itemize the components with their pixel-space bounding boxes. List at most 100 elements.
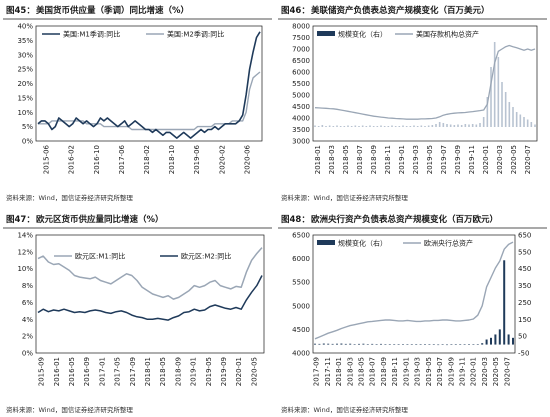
- change-bar: [437, 344, 440, 346]
- change-bar: [317, 126, 320, 127]
- y-tick-label: 7500: [292, 34, 310, 42]
- x-tick-label: 2019-01: [190, 357, 198, 386]
- change-bar: [468, 344, 470, 345]
- change-bar: [343, 126, 346, 127]
- chart-panel-fed-balance: 图46： 美联储资产负债表总资产规模变化（百万美元） 3000 3500 4000 4…: [275, 0, 550, 208]
- x-tick-label: 2018-11: [391, 357, 399, 386]
- y-tick-label: 3500: [292, 126, 310, 134]
- change-bar: [460, 125, 463, 127]
- series-line-m1: [37, 31, 261, 139]
- series-line-ecb-assets: [314, 241, 514, 340]
- y-tick-label: 6500: [292, 57, 310, 65]
- x-tick-label: 2018-05: [342, 145, 350, 174]
- chart-title: 美联储资产负债表总资产规模变化（百万美元）: [311, 5, 490, 16]
- x-tick-label: 2018-11: [384, 145, 392, 174]
- change-bar: [314, 343, 316, 345]
- change-bar: [358, 343, 360, 345]
- y-tick-label: 7000: [292, 46, 310, 54]
- change-bar: [485, 339, 488, 345]
- change-bar: [387, 126, 390, 127]
- change-bar: [410, 344, 413, 345]
- change-bar: [497, 57, 500, 127]
- change-bar: [530, 122, 533, 127]
- y2-tick-label: 250: [518, 299, 531, 307]
- change-bar: [453, 125, 456, 127]
- x-tick-label: 2017-11: [324, 357, 332, 386]
- y2-tick-label: -50: [518, 350, 529, 358]
- y-tick-label: 0%: [22, 350, 33, 358]
- change-bar: [449, 124, 452, 127]
- legend-label-assets: 欧洲央行总资产: [424, 239, 473, 248]
- change-bar: [428, 344, 431, 345]
- x-tick-label: 2015-09: [38, 357, 46, 386]
- x-tick-label: 2018-03: [328, 145, 336, 174]
- change-bar: [347, 125, 349, 127]
- x-tick-label: 2019-09: [220, 357, 228, 386]
- change-bar: [336, 343, 338, 345]
- change-bar: [397, 344, 400, 345]
- change-bar: [468, 124, 470, 127]
- x-tick-label: 2020-05: [510, 145, 518, 174]
- change-bar: [424, 126, 426, 127]
- change-bar: [376, 126, 379, 127]
- change-bar: [415, 344, 418, 345]
- y-tick-label: 5000: [292, 92, 310, 100]
- change-bar: [498, 329, 501, 345]
- y-tick-label: 6%: [22, 299, 33, 307]
- y-tick-label: 5500: [292, 279, 310, 287]
- change-bar: [431, 125, 434, 127]
- change-bar: [515, 112, 518, 127]
- source-note: 资料来源：Wind，国信证券经济研究所整理: [281, 193, 408, 202]
- y2-tick-label: 650: [518, 232, 531, 240]
- change-bar: [523, 117, 525, 127]
- change-bar: [457, 124, 459, 127]
- change-bar: [419, 344, 422, 345]
- y-tick-label: 20%: [17, 80, 33, 88]
- change-bar: [507, 334, 510, 345]
- change-bar: [375, 344, 378, 345]
- change-bar: [365, 126, 368, 127]
- change-bar: [322, 343, 325, 345]
- change-bar: [441, 344, 444, 345]
- change-bar: [402, 344, 404, 345]
- x-tick-label: 2018-07: [369, 357, 377, 386]
- change-bar: [490, 337, 492, 345]
- x-tick-label: 2015-06: [43, 144, 51, 174]
- change-bar: [358, 126, 360, 127]
- series-line-euro-m2: [37, 275, 263, 321]
- change-bar: [534, 124, 536, 127]
- change-bar: [405, 126, 408, 127]
- y-tick-label: 8000: [292, 23, 310, 31]
- x-tick-label: 2017-06: [118, 144, 126, 174]
- x-tick-label: 2018-09: [380, 357, 388, 386]
- change-bar: [383, 126, 386, 127]
- change-bar: [424, 344, 426, 345]
- y-tick-label: 8%: [22, 282, 33, 290]
- legend-label-euro-m1: 欧元区:M1:同比: [75, 252, 125, 261]
- y-tick-label: 4500: [292, 326, 310, 334]
- series-line-m2: [38, 71, 261, 131]
- x-tick-label: 2016-01: [53, 357, 61, 386]
- x-tick-label: 2016-10: [93, 145, 101, 174]
- x-tick-label: 2019-03: [414, 357, 422, 386]
- change-bar: [482, 117, 485, 127]
- series-line-euro-m1: [37, 247, 263, 300]
- change-bar: [519, 114, 522, 127]
- x-tick-label: 2018-01: [144, 357, 152, 386]
- y-tick-label: 6000: [292, 255, 310, 263]
- change-bar: [361, 125, 364, 127]
- x-tick-label: 2018-01: [314, 145, 322, 174]
- change-bar: [438, 122, 441, 127]
- chart-panel-us-money: 图45： 美国货币供应量（季调）同比增速（%） 0% 5% 10% 15% 20% 25%…: [0, 0, 275, 208]
- y-tick-label: 0%: [22, 138, 33, 146]
- x-tick-label: 2018-09: [370, 145, 378, 174]
- x-tick-label: 2016-02: [68, 145, 76, 174]
- y-tick-label: 2%: [22, 333, 33, 341]
- change-bar: [393, 344, 396, 345]
- x-tick-label: 2017-01: [98, 357, 106, 386]
- change-bar: [340, 343, 343, 345]
- change-bar: [493, 42, 496, 127]
- change-bar: [504, 92, 507, 127]
- chart-ecb-balance-sheet: 图48： 欧洲央行资产负债表总资产规模变化（百万欧元） 4000 4500 5000…: [278, 214, 547, 414]
- x-tick-label: 2019-05: [425, 357, 433, 386]
